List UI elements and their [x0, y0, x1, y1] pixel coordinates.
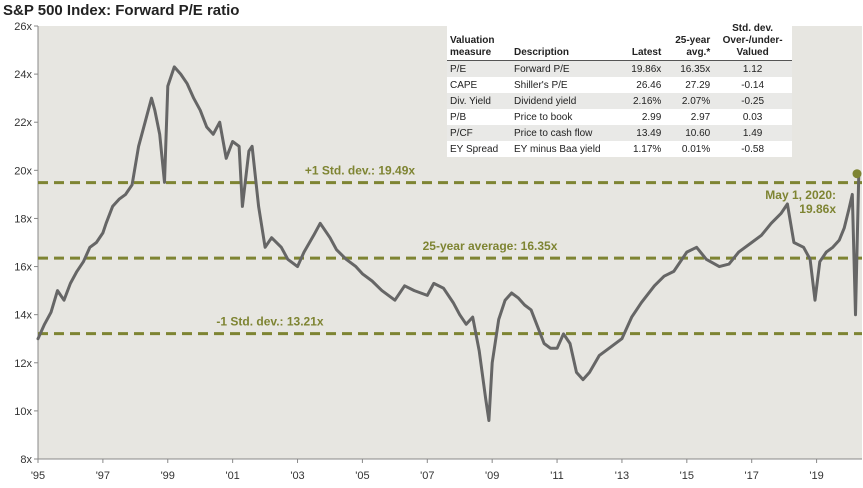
- valuation-table: Valuation measure Description Latest 25-…: [447, 22, 792, 157]
- header-25-year-average: 25-year avg.*: [664, 22, 714, 61]
- x-tick-label: '01: [225, 470, 239, 482]
- table-row: P/B Price to book 2.99 2.97 0.03: [450, 111, 763, 123]
- x-tick-label: '99: [161, 470, 175, 482]
- x-axis-ticks: '95 '97 '99 '01 '03 '05 '07 '09 '11 '13 '15 '17 '19: [31, 458, 862, 482]
- x-tick-label: '95: [31, 470, 45, 482]
- x-tick-label: '03: [290, 470, 304, 482]
- reference-line-label: 25-year average: 16.35x: [423, 239, 558, 253]
- y-tick-label: 20x: [14, 165, 32, 177]
- y-tick-label: 10x: [14, 406, 32, 418]
- header-latest: Latest: [621, 22, 665, 61]
- x-tick-label: '07: [420, 470, 434, 482]
- x-tick-label: '11: [550, 470, 564, 482]
- y-tick-label: 16x: [14, 262, 32, 274]
- chart-title: S&P 500 Index: Forward P/E ratio: [3, 2, 240, 19]
- x-tick-label: '05: [355, 470, 369, 482]
- latest-value-point: [852, 169, 862, 179]
- table-row: Div. Yield Dividend yield 2.16% 2.07% -0…: [447, 93, 792, 109]
- table-row: EY Spread EY minus Baa yield 1.17% 0.01%…: [450, 143, 765, 155]
- y-tick-label: 24x: [14, 69, 32, 81]
- header-std-dev: Std. dev. Over-/under- Valued: [713, 22, 792, 61]
- y-tick-label: 26x: [14, 21, 32, 33]
- x-tick-label: '09: [485, 470, 499, 482]
- reference-line-label: +1 Std. dev.: 19.49x: [305, 164, 415, 178]
- latest-annotation-date: May 1, 2020:: [765, 188, 836, 202]
- x-tick-label: '19: [809, 470, 823, 482]
- y-tick-label: 18x: [14, 213, 32, 225]
- y-tick-label: 22x: [14, 117, 32, 129]
- latest-annotation-value: 19.86x: [799, 202, 836, 216]
- table-row: P/CF Price to cash flow 13.49 10.60 1.49: [447, 125, 792, 141]
- table-row: P/E Forward P/E 19.86x 16.35x 1.12: [447, 60, 792, 77]
- reference-lines: +1 Std. dev.: 19.49x 25-year average: 16.…: [38, 164, 862, 336]
- y-tick-label: 12x: [14, 358, 32, 370]
- x-tick-label: '97: [96, 470, 110, 482]
- y-axis-ticks: 8x 10x 12x 14x 16x 18x 20x 22x 24x 26x: [14, 21, 39, 466]
- header-description: Description: [511, 22, 622, 61]
- x-tick-label: '17: [745, 470, 759, 482]
- y-tick-label: 14x: [14, 310, 32, 322]
- x-tick-label: '13: [615, 470, 629, 482]
- y-tick-label: 8x: [20, 454, 32, 466]
- table-row: CAPE Shiller's P/E 26.46 27.29 -0.14: [450, 79, 765, 91]
- reference-line-label: -1 Std. dev.: 13.21x: [216, 315, 323, 329]
- valuation-table-header: Valuation measure Description Latest 25-…: [447, 22, 792, 61]
- x-tick-label: '15: [680, 470, 694, 482]
- forward-pe-series-line: [36, 65, 861, 422]
- header-valuation-measure: Valuation measure: [447, 22, 511, 61]
